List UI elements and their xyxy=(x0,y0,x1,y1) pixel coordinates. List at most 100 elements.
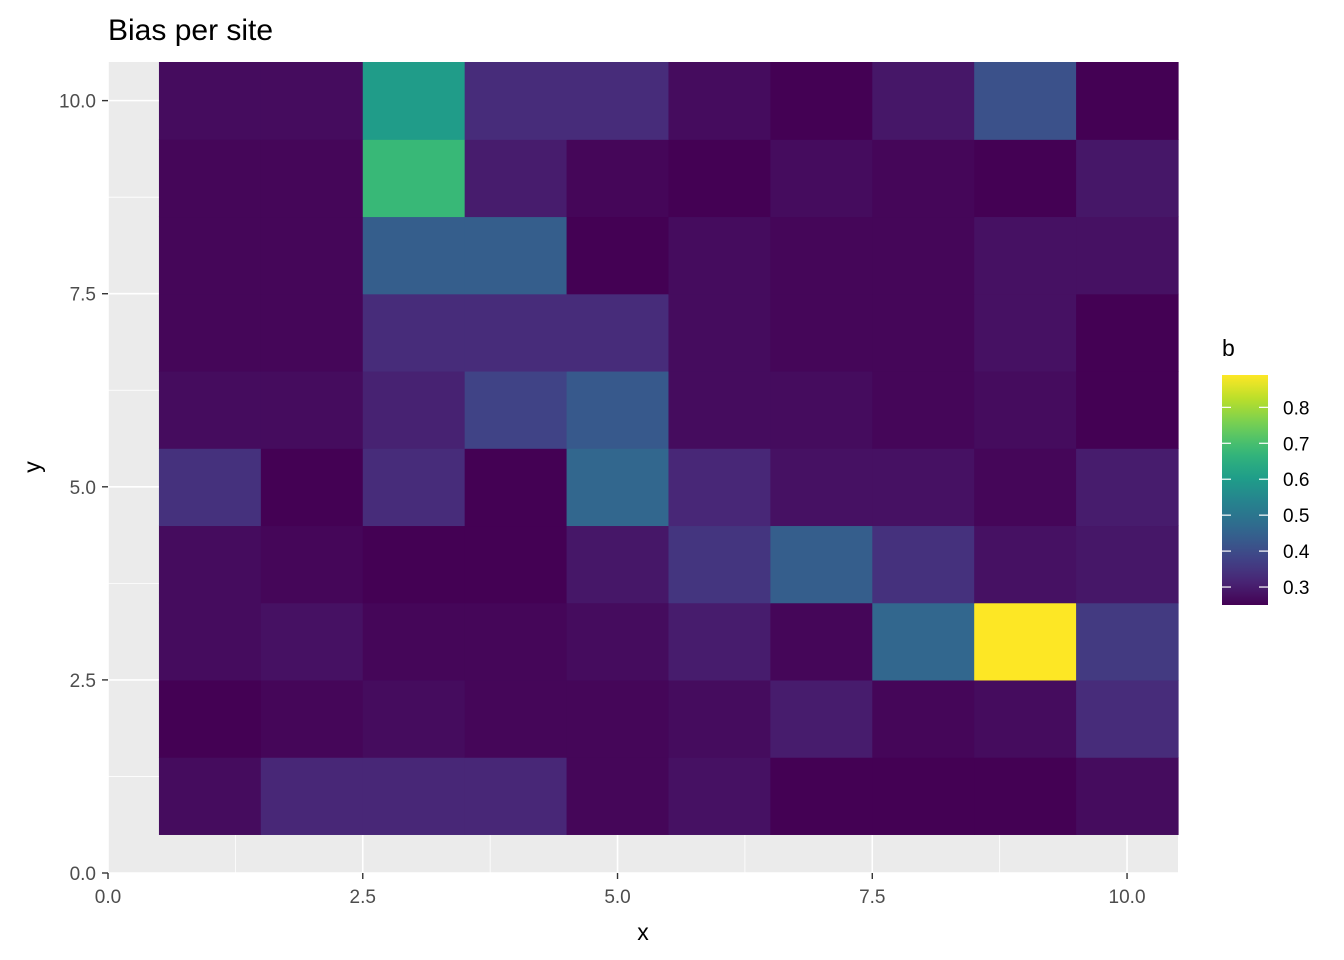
heatmap-tile xyxy=(872,448,975,527)
chart-title: Bias per site xyxy=(108,14,273,47)
heatmap-tile xyxy=(1076,293,1179,372)
legend-tick-label: 0.4 xyxy=(1283,542,1310,563)
heatmap-tile xyxy=(464,216,568,295)
heatmap-tile xyxy=(872,216,975,295)
heatmap-tile xyxy=(872,525,975,604)
y-tick-label: 0.0 xyxy=(70,864,96,885)
heatmap-tile xyxy=(464,293,568,372)
heatmap-tile xyxy=(464,448,568,527)
heatmap-tile xyxy=(872,62,975,140)
heatmap-tile xyxy=(362,370,466,449)
heatmap-tile xyxy=(566,293,670,372)
heatmap-tile xyxy=(1076,216,1179,295)
x-tick-label: 5.0 xyxy=(604,887,630,908)
heatmap-tile xyxy=(1076,757,1179,835)
heatmap-tile xyxy=(260,370,364,449)
heatmap-tile xyxy=(668,139,771,218)
heatmap-tile xyxy=(260,602,364,681)
y-axis: 0.0 2.5 5.0 7.5 10.0 xyxy=(59,92,108,885)
heatmap-tile xyxy=(566,448,670,527)
heatmap-tile xyxy=(974,525,1077,604)
heatmap-tile xyxy=(464,525,568,604)
heatmap-tile xyxy=(362,216,466,295)
heatmap-tile xyxy=(974,293,1077,372)
heatmap-tile xyxy=(158,370,262,449)
heatmap-tile xyxy=(974,139,1077,218)
heatmap-tile xyxy=(158,62,262,140)
heatmap-tile xyxy=(362,448,466,527)
heatmap-tile xyxy=(566,602,670,681)
heatmap-tile xyxy=(668,602,771,681)
heatmap-tile xyxy=(770,602,873,681)
heatmap-tile xyxy=(260,139,364,218)
heatmap-tile xyxy=(974,602,1077,681)
heatmap-tile xyxy=(974,62,1077,140)
x-tick-label: 7.5 xyxy=(859,887,885,908)
heatmap-tile xyxy=(1076,62,1179,140)
heatmap-tile xyxy=(362,293,466,372)
y-tick-label: 2.5 xyxy=(70,671,96,692)
x-axis-title: x xyxy=(637,919,649,945)
legend-tick-label: 0.6 xyxy=(1283,470,1309,491)
heatmap-tile xyxy=(1076,602,1179,681)
heatmap-tiles xyxy=(158,62,1179,835)
heatmap-tile xyxy=(668,293,771,372)
heatmap-tile xyxy=(770,448,873,527)
heatmap-tile xyxy=(872,602,975,681)
heatmap-tile xyxy=(464,602,568,681)
heatmap-tile xyxy=(566,216,670,295)
heatmap-tile xyxy=(260,293,364,372)
heatmap-tile xyxy=(668,62,771,140)
heatmap-tile xyxy=(974,448,1077,527)
heatmap-tile xyxy=(770,62,873,140)
heatmap-tile xyxy=(668,216,771,295)
heatmap-tile xyxy=(872,293,975,372)
legend-colorbar xyxy=(1222,375,1268,605)
heatmap-tile xyxy=(1076,139,1179,218)
heatmap-tile xyxy=(260,679,364,758)
heatmap-tile xyxy=(158,757,262,835)
heatmap-tile xyxy=(974,757,1077,835)
heatmap-tile xyxy=(668,448,771,527)
color-legend: b 0.3 0.4 0.5 0.6 0.7 0.8 xyxy=(1222,335,1310,605)
heatmap-tile xyxy=(362,679,466,758)
heatmap-tile xyxy=(1076,679,1179,758)
legend-tick-label: 0.3 xyxy=(1283,578,1309,599)
heatmap-tile xyxy=(770,293,873,372)
heatmap-tile xyxy=(668,757,771,835)
heatmap-tile xyxy=(1076,525,1179,604)
heatmap-tile xyxy=(566,679,670,758)
heatmap-tile xyxy=(974,679,1077,758)
legend-title: b xyxy=(1222,335,1235,361)
heatmap-tile xyxy=(362,757,466,835)
y-tick-label: 7.5 xyxy=(70,285,96,306)
legend-tick-label: 0.7 xyxy=(1283,434,1309,455)
heatmap-tile xyxy=(770,679,873,758)
heatmap-tile xyxy=(362,62,466,140)
x-tick-label: 0.0 xyxy=(95,887,121,908)
heatmap-tile xyxy=(566,139,670,218)
x-axis: 0.0 2.5 5.0 7.5 10.0 xyxy=(95,873,1146,908)
x-tick-label: 2.5 xyxy=(350,887,376,908)
legend-tick-label: 0.8 xyxy=(1283,398,1309,419)
heatmap-tile xyxy=(566,757,670,835)
heatmap-tile xyxy=(566,370,670,449)
heatmap-tile xyxy=(362,602,466,681)
heatmap-tile xyxy=(770,370,873,449)
heatmap-tile xyxy=(158,602,262,681)
heatmap-tile xyxy=(770,216,873,295)
heatmap-tile xyxy=(464,679,568,758)
heatmap-tile xyxy=(872,370,975,449)
heatmap-tile xyxy=(158,216,262,295)
heatmap-tile xyxy=(770,525,873,604)
heatmap-tile xyxy=(464,62,568,140)
y-axis-title: y xyxy=(19,461,45,473)
heatmap-tile xyxy=(668,370,771,449)
heatmap-tile xyxy=(464,139,568,218)
heatmap-tile xyxy=(362,139,466,218)
heatmap-tile xyxy=(872,757,975,835)
heatmap-tile xyxy=(464,370,568,449)
heatmap-tile xyxy=(872,679,975,758)
heatmap-tile xyxy=(668,525,771,604)
heatmap-tile xyxy=(260,62,364,140)
